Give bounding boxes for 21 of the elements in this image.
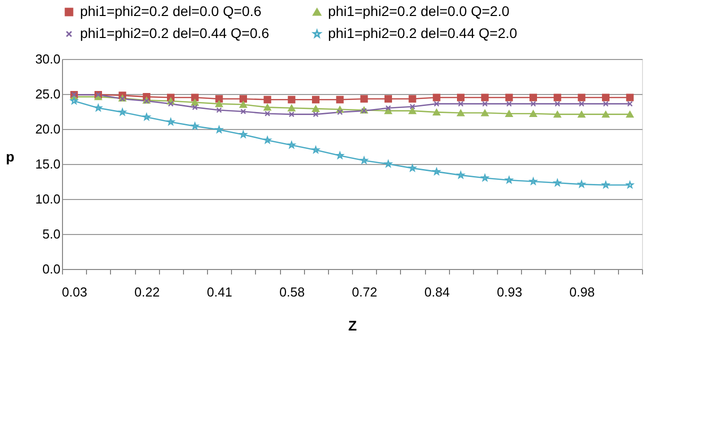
y-tick-label: 25.0: [35, 86, 60, 102]
legend-label: phi1=phi2=0.2 del=0.0 Q=2.0: [328, 3, 510, 19]
y-tick-label: 30.0: [35, 52, 60, 66]
x-tick-label: 0.58: [279, 284, 305, 300]
y-tick-label: 5.0: [42, 226, 60, 242]
y-tick-label: 10.0: [35, 192, 60, 206]
y-axis-title: p: [6, 148, 14, 164]
x-tick-label: 0.84: [424, 284, 450, 300]
x-axis-title: Z: [348, 318, 358, 334]
y-tick-label: 20.0: [35, 122, 60, 136]
y-tick-label: 15.0: [35, 156, 60, 172]
legend-label: phi1=phi2=0.2 del=0.44 Q=2.0: [328, 25, 518, 41]
legend-label: phi1=phi2=0.2 del=0.0 Q=0.6: [80, 3, 262, 19]
x-tick-label: 0.03: [62, 284, 88, 300]
y-tick-label: 0.0: [42, 262, 60, 276]
x-tick-label: 0.98: [569, 284, 595, 300]
x-tick-label: 0.22: [134, 284, 160, 300]
legend-label: phi1=phi2=0.2 del=0.44 Q=0.6: [80, 25, 270, 41]
x-tick-label: 0.72: [352, 284, 378, 300]
x-tick-label: 0.93: [496, 284, 522, 300]
x-tick-label: 0.41: [206, 284, 232, 300]
